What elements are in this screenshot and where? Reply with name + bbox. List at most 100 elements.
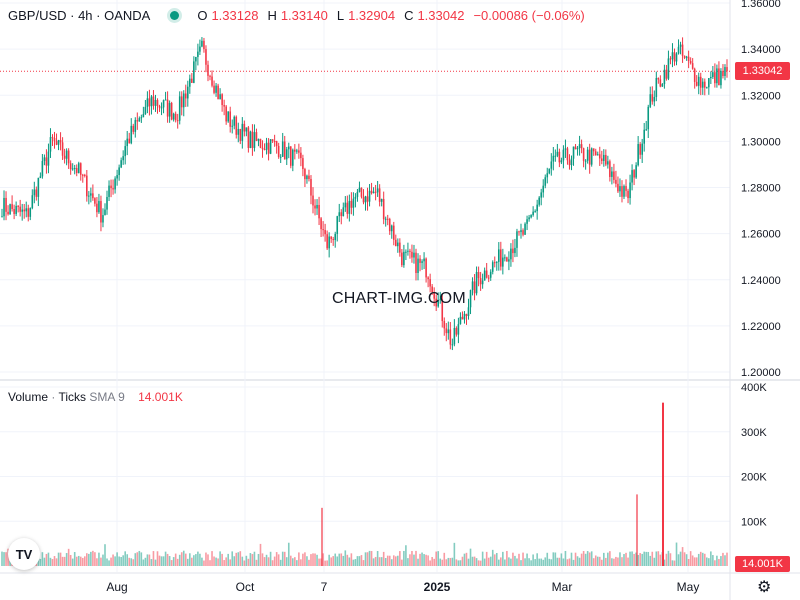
volume-bar [146,554,149,566]
candle-body [592,148,595,152]
volume-bar [138,550,141,566]
candle-body [287,146,290,150]
candle-body [413,252,415,258]
volume-bar [209,560,211,566]
candle-body [189,78,191,87]
gear-icon[interactable]: ⚙ [757,579,772,596]
candle-body [431,286,433,293]
candle-body [344,202,347,208]
candle-body [522,230,524,235]
time-tick-label: 2025 [424,580,451,594]
candle-body [358,187,361,192]
volume-bar [352,559,355,566]
candle-body [249,131,252,148]
candle-body [722,71,724,76]
volume-bar [195,554,197,566]
candle-body [263,149,266,151]
candle-body [421,261,423,263]
candle-body [267,142,270,154]
candle-body [710,76,712,79]
candle-body [661,84,664,87]
candle-body [37,177,40,197]
volume-bar [588,552,591,566]
volume-bars [1,402,728,566]
volume-bar [562,558,565,566]
candle-body [726,67,728,72]
volume-bar [594,555,597,566]
volume-bar [675,542,678,566]
volume-bar [510,558,512,566]
time-tick-label: 7 [321,580,328,594]
volume-bar [79,556,82,566]
volume-bar [249,553,252,566]
volume-bar [542,559,545,566]
candle-body [558,151,561,163]
volume-bar [465,552,468,566]
volume-bar [71,558,74,566]
candle-body [685,56,688,58]
candle-body [560,160,563,163]
volume-bar [178,554,181,566]
candle-body [231,125,234,127]
volume-bar [289,555,292,566]
candle-body [562,149,565,161]
symbol-label[interactable]: GBP/USD · 4h · OANDA [8,8,151,23]
candle-body [342,207,345,217]
candle-body [156,99,159,107]
volume-bar [251,554,254,566]
volume-bar [459,560,462,566]
candle-body [390,225,393,232]
volume-tick-label: 100K [741,516,767,528]
volume-bar [130,558,133,566]
candle-body [122,156,124,161]
volume-bar [603,552,605,566]
volume-bar [497,559,500,566]
open-label: O [197,8,208,23]
volume-bar [447,557,450,566]
price-tick-label: 1.36000 [741,0,781,10]
candle-body [512,248,514,254]
candle-body [180,96,183,108]
candle-body [647,106,650,130]
volume-bar [453,542,456,566]
price-tick-label: 1.22000 [741,321,781,333]
candle-body [285,149,288,160]
candle-body [251,131,254,148]
volume-bar [663,559,666,566]
volume-bar [324,560,326,566]
candle-body [227,111,229,122]
volume-bar [578,557,581,566]
volume-bar [528,558,530,566]
tradingview-logo[interactable]: TV [8,538,40,570]
volume-bar [160,556,163,566]
volume-bar [364,552,367,566]
volume-bar [57,552,60,566]
volume-bar [714,560,716,566]
volume-bar [98,552,100,566]
price-tick-label: 1.30000 [741,136,781,148]
volume-legend[interactable]: Volume · Ticks SMA 9 14.001K [8,390,183,404]
candle-body [677,46,680,54]
volume-spike-bar [662,402,664,566]
candle-body [409,250,411,252]
candle-body [207,64,209,76]
candle-body [449,329,452,345]
volume-bar [191,557,193,566]
volume-bar [485,551,488,566]
price-tick-label: 1.32000 [741,90,781,102]
volume-bar [419,553,421,566]
volume-bar [449,557,452,566]
candle-body [473,281,476,294]
candle-body [619,186,621,192]
volume-bar [512,552,514,566]
close-value: 1.33042 [417,8,465,23]
candle-body [235,116,238,135]
volume-bar [411,550,413,566]
candle-body [61,142,64,156]
volume-bar [651,551,654,566]
candle-body [283,141,286,160]
volume-bar [205,552,207,566]
candle-body [31,195,34,209]
